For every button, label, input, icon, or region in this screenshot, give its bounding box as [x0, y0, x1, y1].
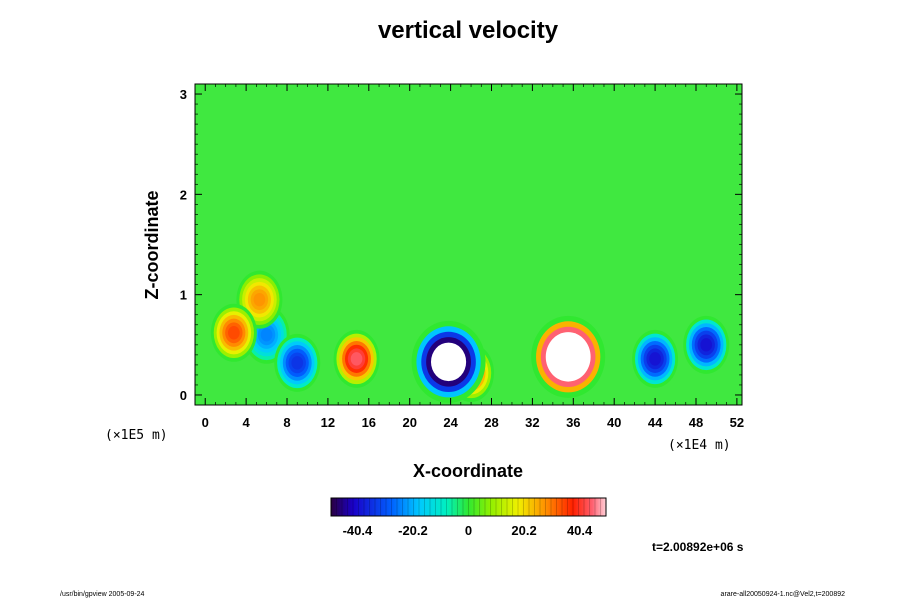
- footer-left: /usr/bin/gpview 2005-09-24: [60, 591, 145, 598]
- heatmap-cell: [253, 292, 266, 307]
- x-tick-label: 48: [689, 415, 703, 430]
- heatmap-cell: [649, 352, 661, 366]
- colorbar-tick-label: 0: [465, 523, 472, 538]
- heatmap-cell: [291, 356, 304, 370]
- x-tick-label: 8: [283, 415, 290, 430]
- time-label: t=2.00892e+06 s: [652, 540, 744, 554]
- x-tick-label: 0: [202, 415, 209, 430]
- x-tick-label: 44: [648, 415, 663, 430]
- colorbar-tick-labels: -40.4 -20.2 0 20.2 40.4: [343, 523, 593, 538]
- colorbar: -40.4 -20.2 0 20.2 40.4: [330, 497, 607, 538]
- heatmap-cell: [440, 353, 457, 371]
- x-tick-label: 40: [607, 415, 621, 430]
- x-axis-label: X-coordinate: [413, 461, 523, 481]
- y-tick-label: 2: [180, 187, 187, 202]
- x-tick-label: 32: [525, 415, 539, 430]
- heatmap-cell: [350, 352, 363, 366]
- colorbar-divisions: [336, 498, 601, 516]
- y-scale-label: (×1E5 m): [105, 428, 168, 443]
- plot-frame: [194, 83, 743, 406]
- x-tick-label: 36: [566, 415, 580, 430]
- x-scale-label: (×1E4 m): [668, 438, 731, 453]
- x-tick-label: 28: [484, 415, 498, 430]
- x-tick-label: 24: [443, 415, 458, 430]
- y-tick-labels: 0 1 2 3: [180, 87, 187, 403]
- x-tick-label: 20: [402, 415, 416, 430]
- x-tick-label: 16: [362, 415, 376, 430]
- heatmap-layer: [210, 270, 730, 403]
- heatmap-cell: [260, 328, 273, 342]
- footer-right: arare-all20050924-1.nc@Vel2,t=200892: [721, 591, 846, 598]
- colorbar-tick-label: -40.4: [343, 523, 373, 538]
- colorbar-tick-label: 20.2: [511, 523, 536, 538]
- colorbar-frame: [330, 497, 607, 517]
- x-tick-labels: 0 4 8 12 16 20 24 28 32 36 40 44 48 52: [202, 415, 745, 430]
- chart-title: vertical velocity: [378, 17, 559, 44]
- x-tick-label: 12: [321, 415, 335, 430]
- y-tick-label: 1: [180, 288, 187, 303]
- y-axis-label: Z-coordinate: [142, 190, 162, 299]
- plot-area: [194, 83, 743, 406]
- heatmap-cell: [227, 326, 240, 340]
- heatmap-cell: [700, 338, 713, 352]
- x-tick-label: 52: [730, 415, 744, 430]
- x-tick-label: 4: [243, 415, 251, 430]
- heatmap-cell: [560, 348, 577, 366]
- y-tick-label: 0: [180, 388, 187, 403]
- y-tick-label: 3: [180, 87, 187, 102]
- colorbar-tick-label: -20.2: [398, 523, 428, 538]
- colorbar-tick-label: 40.4: [567, 523, 593, 538]
